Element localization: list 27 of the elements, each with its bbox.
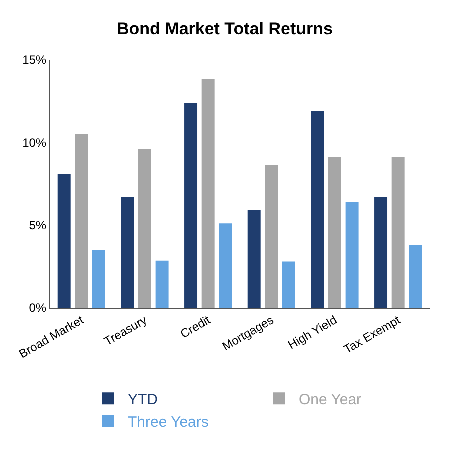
bar (121, 197, 134, 308)
bar (374, 197, 388, 308)
bar (328, 158, 342, 308)
legend-label: One Year (299, 392, 362, 408)
bar (58, 174, 71, 308)
y-tick-label: 10% (22, 136, 47, 150)
bar (265, 164, 278, 308)
bar (75, 134, 88, 308)
bar (92, 250, 106, 308)
bar (202, 79, 215, 308)
bar (311, 111, 324, 308)
legend-label: YTD (128, 392, 158, 408)
bar (282, 262, 296, 308)
x-tick-label: High Yield (286, 313, 340, 352)
bar (409, 245, 422, 308)
bar (219, 224, 232, 308)
chart-title: Bond Market Total Returns (117, 19, 333, 38)
legend-label: Three Years (128, 414, 209, 431)
bar (138, 149, 152, 308)
y-tick-label: 5% (29, 218, 47, 233)
bar (184, 102, 198, 308)
bar (248, 210, 261, 308)
bar (346, 202, 359, 308)
y-tick-label: 0% (29, 301, 47, 316)
bar (156, 260, 169, 308)
bar (392, 158, 405, 308)
y-tick-label: 15% (22, 53, 47, 68)
